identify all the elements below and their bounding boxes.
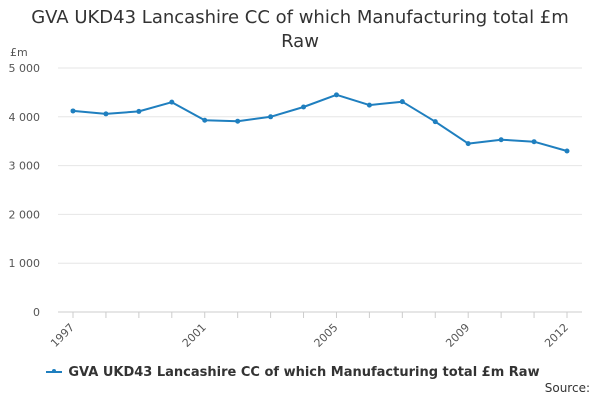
chart-title-line-1: GVA UKD43 Lancashire CC of which Manufac…	[31, 7, 569, 28]
y-tick-label: 5 000	[9, 62, 41, 75]
x-tick-label: 2009	[443, 321, 472, 350]
data-point	[70, 108, 76, 114]
x-tick-label: 2001	[180, 321, 209, 350]
x-tick-label: 2012	[542, 321, 571, 350]
y-axis-label: £m	[10, 46, 28, 59]
series-line	[72, 93, 568, 152]
data-point	[202, 117, 208, 123]
x-tick-label: 1997	[48, 321, 77, 350]
data-point	[103, 111, 109, 117]
data-point	[531, 139, 537, 145]
data-point	[432, 119, 438, 125]
y-tick-label: 4 000	[9, 111, 41, 124]
data-point	[268, 114, 274, 120]
data-point	[399, 99, 405, 105]
y-tick-label: 2 000	[9, 208, 41, 221]
y-tick-label: 3 000	[9, 160, 41, 173]
source-label[interactable]: Source:	[544, 381, 590, 395]
data-point	[136, 108, 142, 114]
data-point	[301, 104, 307, 110]
data-point	[333, 92, 339, 98]
x-tick-label: 2005	[312, 321, 341, 350]
chart-title-line-2: Raw	[281, 31, 319, 52]
data-point	[564, 148, 570, 154]
y-tick-label: 1 000	[9, 257, 41, 270]
y-tick-label: 0	[33, 306, 40, 319]
data-point	[366, 102, 372, 108]
legend[interactable]: GVA UKD43 Lancashire CC of which Manufac…	[0, 362, 600, 380]
chart-title: GVA UKD43 Lancashire CC of which Manufac…	[0, 6, 600, 54]
data-point	[169, 99, 175, 105]
legend-swatch	[46, 369, 63, 373]
data-point	[235, 118, 241, 124]
data-point	[465, 141, 471, 147]
data-point	[498, 137, 504, 143]
legend-label: GVA UKD43 Lancashire CC of which Manufac…	[68, 364, 540, 380]
